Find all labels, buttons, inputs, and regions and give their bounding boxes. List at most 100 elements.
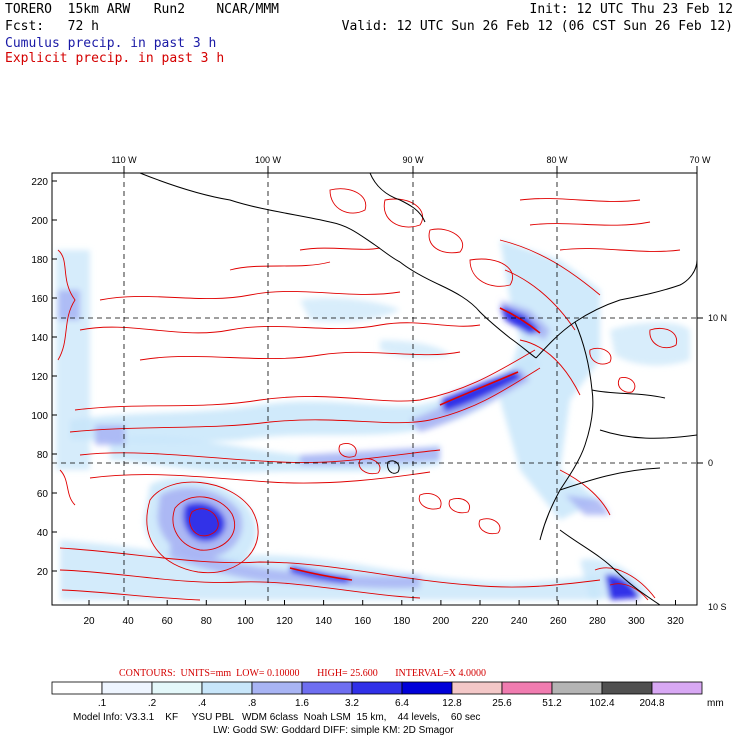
lon-label-70w: 70 W bbox=[689, 155, 711, 165]
y-tick-label: 120 bbox=[31, 372, 48, 383]
colorbar-swatch bbox=[451, 681, 503, 695]
y-tick-label: 180 bbox=[31, 255, 48, 266]
contour-east-clusters bbox=[589, 327, 678, 393]
colorbar-swatch bbox=[501, 681, 553, 695]
lat-label-10n: 10 N bbox=[708, 313, 727, 323]
lon-label-80w: 80 W bbox=[546, 155, 568, 165]
contour-north-band bbox=[74, 349, 536, 411]
colorbar-swatch bbox=[101, 681, 153, 695]
cumulus-medium-west bbox=[58, 290, 125, 445]
contour-north-band-2 bbox=[69, 367, 541, 433]
contour-south-1 bbox=[59, 547, 601, 588]
lat-lon-grid bbox=[52, 173, 697, 605]
y-tick-label: 60 bbox=[37, 489, 49, 500]
contour-upper-1 bbox=[79, 322, 481, 334]
org-label: NCAR/MMM bbox=[216, 2, 279, 17]
colorbar-label: 3.2 bbox=[345, 698, 359, 709]
run-label: Run2 bbox=[153, 2, 186, 17]
explicit-precip-contours bbox=[57, 188, 681, 601]
cumulus-central-patches bbox=[300, 298, 450, 358]
colorbar-label: 12.8 bbox=[442, 698, 462, 709]
y-tick-label: 20 bbox=[37, 567, 49, 578]
resolution: 15km ARW bbox=[67, 2, 131, 17]
lon-label-110w: 110 W bbox=[111, 155, 137, 165]
x-tick-label: 100 bbox=[237, 616, 254, 627]
x-tick-label: 40 bbox=[123, 616, 135, 627]
colorbar-swatch bbox=[651, 681, 703, 695]
colorbar-label: .4 bbox=[197, 698, 207, 709]
coast-colombia bbox=[535, 259, 697, 359]
contour-upper-3 bbox=[139, 351, 461, 361]
cumulus-medium-south bbox=[170, 545, 420, 589]
coast-mexico bbox=[139, 173, 401, 263]
contour-central-blobs bbox=[338, 443, 501, 535]
colorbar-label: 102.4 bbox=[589, 698, 615, 709]
y-tick-label: 80 bbox=[37, 450, 49, 461]
coastline bbox=[139, 173, 697, 605]
contour-swirl-outer bbox=[146, 481, 259, 574]
legend-cumulus: Cumulus precip. in past 3 h bbox=[5, 36, 217, 51]
contour-south-2 bbox=[59, 569, 421, 599]
x-tick-label: 220 bbox=[472, 616, 489, 627]
contour-swirl-core bbox=[189, 508, 219, 537]
contour-upper-4 bbox=[229, 247, 381, 271]
lat-label-10s: 10 S bbox=[708, 602, 727, 612]
y-tick-label: 40 bbox=[37, 528, 49, 539]
colorbar-label: .2 bbox=[147, 698, 157, 709]
colorbar-label: .1 bbox=[97, 698, 107, 709]
x-tick-label: 180 bbox=[393, 616, 410, 627]
colorbar-swatch bbox=[251, 681, 303, 695]
colorbar-unit: mm bbox=[707, 698, 724, 709]
init-time: Init: 12 UTC Thu 23 Feb 12 bbox=[529, 2, 734, 17]
lon-label-90w: 90 W bbox=[402, 155, 424, 165]
y-axis: 220 200 180 160 140 120 100 80 60 40 20 bbox=[31, 177, 57, 578]
legend-explicit: Explicit precip. in past 3 h bbox=[5, 51, 225, 66]
contours-units: UNITS=mm bbox=[180, 668, 232, 679]
cumulus-west-strip bbox=[56, 250, 90, 470]
contours-interval: INTERVAL=X 4.0000 bbox=[395, 668, 486, 679]
x-tick-label: 160 bbox=[354, 616, 371, 627]
colorbar-label: 25.6 bbox=[492, 698, 512, 709]
contour-mid-2 bbox=[89, 471, 431, 484]
contours-low: LOW= 0.10000 bbox=[236, 668, 300, 679]
contour-northeast bbox=[519, 198, 681, 252]
contours-label: CONTOURS: bbox=[119, 668, 176, 679]
colorbar-swatch bbox=[51, 681, 103, 695]
lat-label-0: 0 bbox=[708, 458, 713, 468]
colorbar-swatch bbox=[201, 681, 253, 695]
contour-swirl-inner bbox=[172, 496, 235, 551]
forecast-hour: Fcst: 72 h bbox=[5, 19, 99, 34]
colorbar-swatch bbox=[351, 681, 403, 695]
x-tick-label: 260 bbox=[550, 616, 567, 627]
cumulus-medium-mid bbox=[300, 447, 440, 466]
x-tick-label: 280 bbox=[589, 616, 606, 627]
y-tick-label: 140 bbox=[31, 333, 48, 344]
colorbar-label: 6.4 bbox=[395, 698, 409, 709]
x-tick-label: 60 bbox=[162, 616, 174, 627]
y-tick-label: 220 bbox=[31, 177, 48, 188]
valid-time: Valid: 12 UTC Sun 26 Feb 12 (06 CST Sun … bbox=[341, 19, 733, 34]
colorbar-swatch bbox=[601, 681, 653, 695]
cumulus-east-land-2 bbox=[610, 322, 690, 366]
x-axis: 20 40 60 80 100 120 140 160 180 200 220 240 260 280 30… bbox=[83, 600, 684, 627]
galapagos bbox=[387, 460, 400, 474]
contour-upper-2 bbox=[99, 291, 401, 301]
contour-heavy-line bbox=[289, 307, 541, 581]
y-tick-label: 200 bbox=[31, 216, 48, 227]
colorbar-label: 1.6 bbox=[295, 698, 309, 709]
cumulus-heavy-core-1 bbox=[440, 370, 522, 412]
contours-high: HIGH= 25.600 bbox=[317, 668, 378, 679]
cumulus-south-band bbox=[60, 540, 600, 600]
contours-info: CONTOURS: UNITS=mm LOW= 0.10000 HIGH= 25… bbox=[119, 668, 486, 679]
x-tick-label: 320 bbox=[667, 616, 684, 627]
colorbar bbox=[51, 681, 703, 695]
fcst-value: 72 h bbox=[67, 19, 99, 34]
colorbar-swatch bbox=[301, 681, 353, 695]
x-tick-label: 240 bbox=[511, 616, 528, 627]
colorbar-swatch bbox=[551, 681, 603, 695]
x-tick-label: 80 bbox=[201, 616, 213, 627]
contour-southeast bbox=[594, 567, 656, 601]
contour-west-edge bbox=[57, 249, 76, 506]
coast-peru-south bbox=[559, 529, 661, 605]
